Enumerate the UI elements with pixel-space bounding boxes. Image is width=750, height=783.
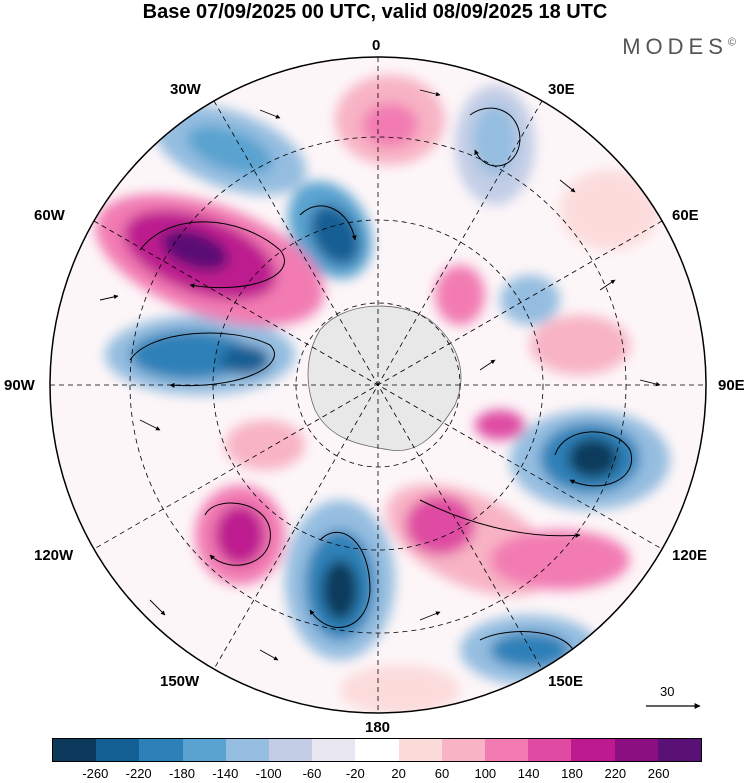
colorbar-segment (355, 739, 399, 761)
lon-label-150e: 150E (548, 673, 584, 690)
lon-label-60e: 60E (672, 207, 699, 224)
colorbar-tick-label: -180 (168, 766, 196, 781)
colorbar-tick-label: -220 (125, 766, 152, 781)
lon-label-90e: 90E (718, 377, 745, 394)
colorbar-segment (571, 739, 615, 761)
colorbar-tick-label: 180 (561, 766, 583, 781)
lon-label-150w: 150W (160, 673, 200, 690)
colorbar-segment (182, 739, 226, 761)
lon-label-120w: 120W (34, 547, 74, 564)
colorbar-segment (657, 739, 702, 761)
anomaly-field (50, 57, 706, 713)
map-title: Base 07/09/2025 00 UTC, valid 08/09/2025… (142, 1, 608, 23)
colorbar-segment (139, 739, 183, 761)
lon-label-30w: 30W (170, 81, 201, 98)
graticule (50, 57, 706, 713)
lon-label-90w: 90W (4, 377, 35, 394)
colorbar-segment (485, 739, 529, 761)
colorbar-segment (225, 739, 270, 761)
colorbar-tick-label: 60 (434, 766, 450, 781)
colorbar-tick-label: -20 (345, 766, 365, 781)
colorbar-segment (312, 739, 356, 761)
reference-arrow-icon (646, 703, 701, 709)
colorbar-tick-label: 100 (474, 766, 497, 781)
colorbar-tick-label: -260 (82, 766, 109, 781)
reference-vector-label: 30 (660, 684, 675, 699)
colorbar-segment (441, 739, 486, 761)
lon-label-0: 0 (372, 37, 381, 54)
modes-logo: MODES© (622, 34, 736, 60)
colorbar-tick-label: 140 (517, 766, 540, 781)
streamlines (129, 107, 633, 656)
colorbar-tick-label: 260 (647, 766, 670, 781)
colorbar-tick-label: 20 (391, 766, 406, 781)
colorbar (52, 738, 702, 762)
colorbar-segment (269, 739, 313, 761)
reference-vector: 30 (640, 684, 710, 714)
lon-label-30e: 30E (548, 81, 575, 98)
colorbar-tick-label: -100 (255, 766, 282, 781)
colorbar-segment (96, 739, 140, 761)
brand-mark: © (727, 36, 736, 49)
colorbar-tick-label: 220 (604, 766, 627, 781)
lon-label-60w: 60W (34, 207, 65, 224)
lon-label-120e: 120E (672, 547, 708, 564)
colorbar-segment (398, 739, 442, 761)
colorbar-segment (53, 739, 97, 761)
colorbar-segment (614, 739, 658, 761)
colorbar-ticks: -260 -220 -180 -140 -100 -60 -20 20 60 100 140 180 2… (0, 766, 750, 783)
colorbar-tick-label: -60 (302, 766, 322, 781)
brand-name: MODES (622, 34, 728, 59)
lon-label-180: 180 (365, 719, 391, 736)
colorbar-tick-label: -140 (212, 766, 239, 781)
colorbar-segment (528, 739, 572, 761)
